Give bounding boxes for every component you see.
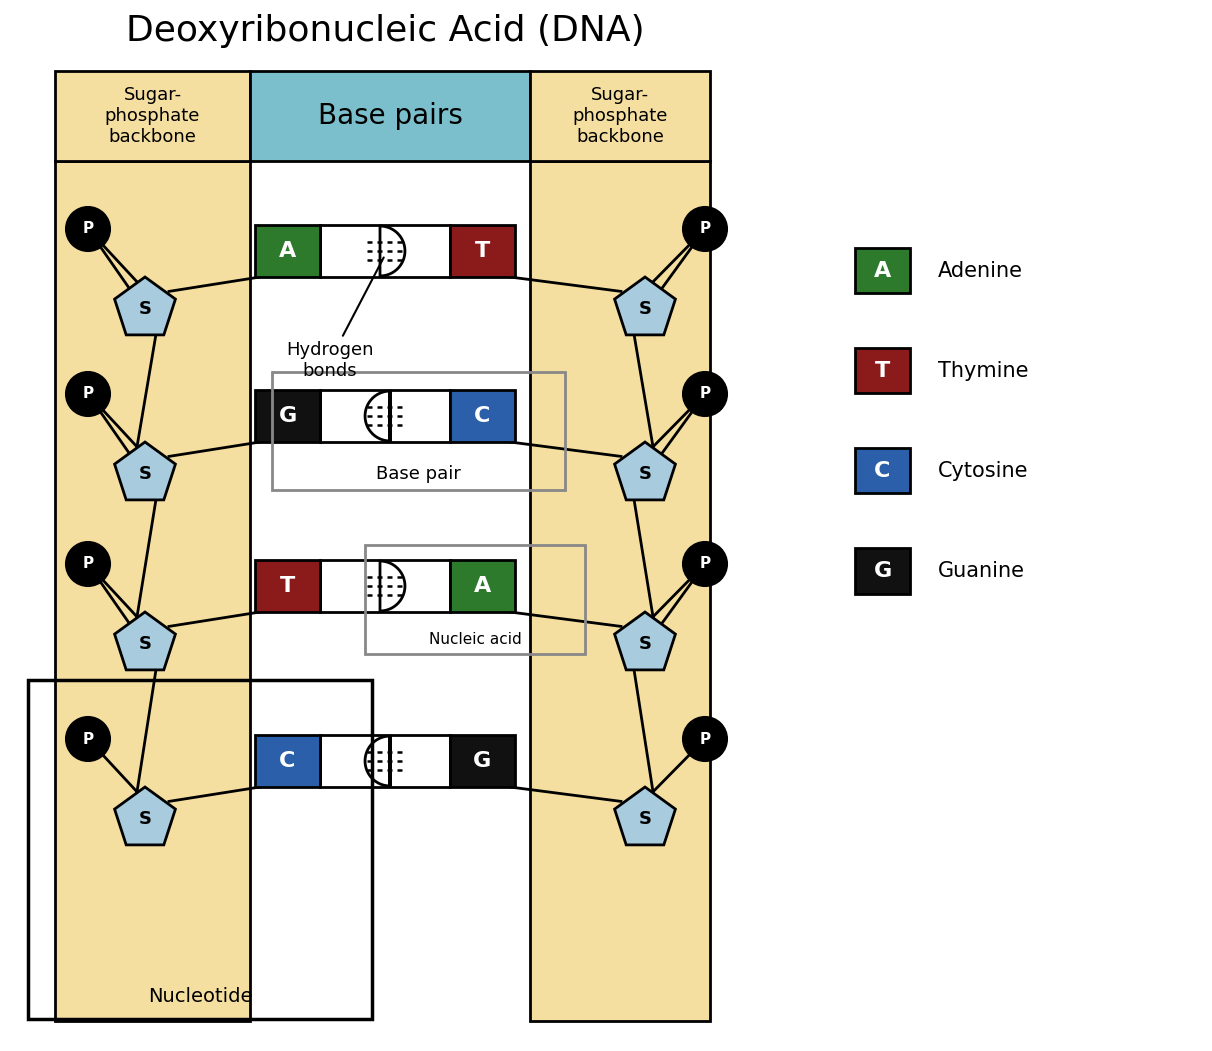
Text: Thymine: Thymine	[938, 360, 1029, 382]
Text: G: G	[874, 561, 892, 581]
Text: T: T	[875, 360, 890, 382]
Circle shape	[684, 207, 727, 251]
Polygon shape	[381, 226, 405, 276]
Polygon shape	[365, 736, 390, 786]
Text: P: P	[82, 731, 93, 746]
Text: P: P	[699, 556, 710, 572]
Text: Guanine: Guanine	[938, 561, 1025, 581]
Text: Adenine: Adenine	[938, 261, 1023, 281]
Text: S: S	[138, 635, 152, 653]
Text: A: A	[279, 241, 296, 261]
Text: S: S	[138, 300, 152, 318]
Text: S: S	[639, 810, 652, 828]
FancyBboxPatch shape	[854, 349, 910, 393]
FancyBboxPatch shape	[320, 560, 450, 612]
Circle shape	[65, 372, 110, 416]
FancyBboxPatch shape	[530, 161, 710, 1021]
FancyBboxPatch shape	[530, 71, 710, 161]
FancyBboxPatch shape	[450, 735, 515, 787]
Circle shape	[684, 542, 727, 586]
FancyBboxPatch shape	[854, 549, 910, 594]
FancyBboxPatch shape	[320, 735, 450, 787]
Polygon shape	[115, 442, 176, 500]
Text: P: P	[82, 222, 93, 236]
Text: Sugar-
phosphate
backbone: Sugar- phosphate backbone	[572, 86, 668, 146]
Text: Base pairs: Base pairs	[318, 102, 463, 130]
Text: S: S	[138, 810, 152, 828]
Text: A: A	[474, 576, 491, 596]
Text: S: S	[639, 300, 652, 318]
FancyBboxPatch shape	[450, 225, 515, 277]
Text: G: G	[279, 406, 297, 426]
Circle shape	[65, 542, 110, 586]
FancyBboxPatch shape	[255, 390, 320, 442]
FancyBboxPatch shape	[55, 161, 250, 1021]
Circle shape	[65, 207, 110, 251]
Text: Nucleic acid: Nucleic acid	[429, 633, 521, 647]
Circle shape	[684, 717, 727, 761]
FancyBboxPatch shape	[450, 390, 515, 442]
Text: S: S	[639, 635, 652, 653]
Polygon shape	[115, 787, 176, 845]
Text: Hydrogen
bonds: Hydrogen bonds	[286, 257, 384, 379]
FancyBboxPatch shape	[55, 71, 250, 161]
Text: S: S	[138, 465, 152, 483]
Text: P: P	[82, 387, 93, 401]
Polygon shape	[614, 442, 675, 500]
FancyBboxPatch shape	[450, 560, 515, 612]
Circle shape	[65, 717, 110, 761]
Text: Base pair: Base pair	[376, 465, 461, 483]
FancyBboxPatch shape	[250, 71, 530, 161]
Polygon shape	[614, 277, 675, 335]
FancyBboxPatch shape	[854, 248, 910, 293]
Text: G: G	[474, 751, 492, 771]
FancyBboxPatch shape	[255, 225, 320, 277]
Text: Deoxyribonucleic Acid (DNA): Deoxyribonucleic Acid (DNA)	[126, 14, 645, 48]
Text: Sugar-
phosphate
backbone: Sugar- phosphate backbone	[104, 86, 200, 146]
Text: T: T	[475, 241, 490, 261]
Text: P: P	[82, 556, 93, 572]
Text: C: C	[279, 751, 296, 771]
Text: P: P	[699, 222, 710, 236]
Text: S: S	[639, 465, 652, 483]
Polygon shape	[115, 277, 176, 335]
Polygon shape	[614, 787, 675, 845]
FancyBboxPatch shape	[255, 735, 320, 787]
Text: A: A	[874, 261, 891, 281]
Text: T: T	[280, 576, 296, 596]
FancyBboxPatch shape	[320, 390, 450, 442]
Text: Nucleotide: Nucleotide	[148, 988, 252, 1007]
Text: P: P	[699, 731, 710, 746]
FancyBboxPatch shape	[255, 560, 320, 612]
Polygon shape	[381, 561, 405, 611]
Text: Cytosine: Cytosine	[938, 461, 1029, 481]
Text: C: C	[474, 406, 491, 426]
Text: P: P	[699, 387, 710, 401]
Polygon shape	[115, 612, 176, 669]
Circle shape	[684, 372, 727, 416]
Polygon shape	[614, 612, 675, 669]
Polygon shape	[365, 391, 390, 441]
Text: C: C	[874, 461, 891, 481]
FancyBboxPatch shape	[320, 225, 450, 277]
FancyBboxPatch shape	[854, 449, 910, 494]
